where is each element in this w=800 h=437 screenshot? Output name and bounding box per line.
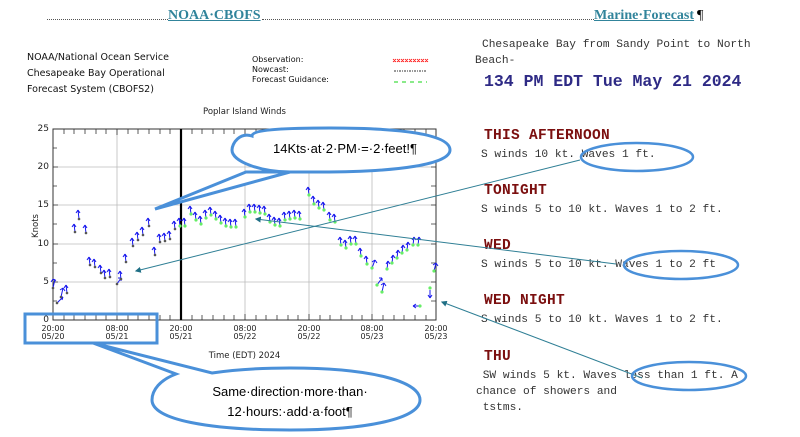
agency-block: NOAA/National Ocean Service Chesapeake B… [27, 50, 169, 98]
period-text-thu-line2: chance of showers and [476, 386, 617, 398]
plot-frame [52, 128, 437, 321]
agency-line-1: NOAA/National Ocean Service [27, 52, 170, 63]
y-tick-20: 20 [37, 162, 49, 172]
forecast-area-line2: Beach- [475, 55, 516, 67]
marine-forecast-link[interactable]: Marine·Forecast [594, 8, 695, 23]
callout-bottom-line2: 12·hours:·add·a·foot¶ [227, 404, 353, 419]
highlight-waves-thu [630, 360, 748, 392]
forecast-issued-time: 134 PM EDT Tue May 21 2024 [484, 72, 742, 91]
period-title-tonight: TONIGHT [484, 183, 548, 199]
period-text-wed-night: S winds 5 to 10 kt. Waves 1 to 2 ft. [481, 314, 723, 326]
period-text-tonight: S winds 5 to 10 kt. Waves 1 to 2 ft. [481, 204, 723, 216]
chart-legend: Observation: Nowcast: Forecast Guidance: [252, 55, 329, 85]
highlight-waves-afternoon [579, 141, 695, 173]
y-tick-15: 15 [37, 200, 49, 210]
x-tick-5: 08:00 05/23 [360, 324, 384, 341]
forecast-points [178, 193, 436, 308]
y-tick-10: 10 [37, 239, 49, 249]
period-title-thu: THU [484, 349, 512, 365]
y-tick-0: 0 [43, 315, 49, 325]
arrow-thu-to-chart [440, 300, 643, 379]
arrow-afternoon-to-chart [134, 159, 581, 273]
paragraph-mark: ¶ [697, 8, 704, 23]
highlight-waves-wed [622, 249, 740, 281]
x-axis-label: Time (EDT) 2024 [208, 351, 281, 361]
legend-forecast: Forecast Guidance: [252, 75, 329, 84]
chart-title: Poplar Island Winds [203, 107, 286, 117]
noaa-cbofs-link[interactable]: NOAA·CBOFS [168, 8, 261, 23]
callout-top-text: 14Kts·at·2·PM·=·2·feet!¶ [273, 141, 417, 156]
x-tick-2: 20:00 05/21 [169, 324, 193, 341]
agency-line-2: Chesapeake Bay Operational [27, 68, 165, 79]
legend-nowcast: Nowcast: [252, 65, 289, 74]
legend-observation: Observation: [252, 55, 304, 64]
y-tick-5: 5 [43, 277, 49, 287]
period-text-this-afternoon: S winds 10 kt. Waves 1 ft. [481, 149, 656, 161]
header-leader-dots-middle [262, 19, 594, 20]
period-title-wed-night: WED NIGHT [484, 293, 566, 309]
x-tick-0: 20:00 05/20 [41, 324, 65, 341]
y-axis-label: Knots [31, 213, 41, 237]
period-title-this-afternoon: THIS AFTERNOON [484, 128, 611, 144]
callout-bottom-line1: Same·direction·more·than· [212, 384, 368, 399]
forecast-area-line1: Chesapeake Bay from Sandy Point to North [482, 39, 751, 51]
callout-bottom-bubble [92, 341, 422, 432]
y-tick-25: 25 [37, 124, 49, 134]
period-text-wed: S winds 5 to 10 kt. Waves 1 to 2 ft [481, 259, 716, 271]
observation-swatch-icon [392, 58, 429, 63]
highlight-date-range-box [23, 312, 159, 345]
nowcast-points [51, 217, 177, 305]
header-leader-dots-left [47, 19, 168, 20]
callout-bottom-text: Same·direction·more·than· 12·hours:·add·… [170, 382, 410, 422]
x-tick-3: 08:00 05/22 [233, 324, 257, 341]
period-text-thu-line3: tstms. [476, 402, 523, 414]
arrow-wed-to-chart [254, 216, 617, 265]
x-tick-4: 20:00 05/22 [297, 324, 321, 341]
agency-line-3: Forecast System (CBOFS2) [27, 84, 154, 95]
x-tick-1: 08:00 05/21 [105, 324, 129, 341]
callout-top-bubble [154, 126, 452, 211]
x-tick-6: 20:00 05/23 [424, 324, 448, 341]
legend-swatches [392, 58, 429, 83]
